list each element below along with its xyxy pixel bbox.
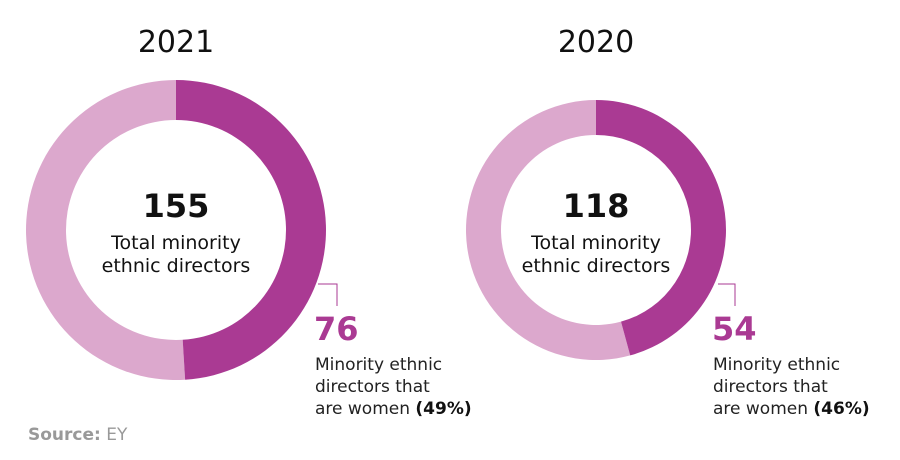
leader-line <box>718 283 736 306</box>
total-label-line: Total minority <box>110 232 241 254</box>
women-percent: (46%) <box>813 399 869 419</box>
women-label-line: directors that <box>713 377 828 397</box>
svg-text:are women (46%): are women (46%) <box>713 399 870 419</box>
total-value: 118 <box>563 187 630 225</box>
donut-2020: 2020 118 Total minority ethnic directors… <box>465 25 870 419</box>
women-label-line: Minority ethnic <box>713 355 840 375</box>
chart-title: 2021 <box>138 25 214 60</box>
donut-segment-rest <box>26 80 186 380</box>
total-label-line: ethnic directors <box>102 255 251 277</box>
donut-segment-women <box>176 80 327 380</box>
chart-title: 2020 <box>558 25 634 60</box>
leader-line <box>318 283 338 306</box>
total-label-line: Total minority <box>530 232 661 254</box>
women-label-line: directors that <box>315 377 430 397</box>
donut-segment-women <box>596 100 726 356</box>
women-percent: (49%) <box>415 399 471 419</box>
women-label-line: are women <box>713 399 808 419</box>
women-value: 76 <box>314 310 359 348</box>
women-label-line: are women <box>315 399 410 419</box>
women-label-line: Minority ethnic <box>315 355 442 375</box>
svg-text:Source: EY: Source: EY <box>28 425 128 445</box>
svg-text:are women (49%): are women (49%) <box>315 399 472 419</box>
women-value: 54 <box>712 310 757 348</box>
total-label-line: ethnic directors <box>522 255 671 277</box>
total-value: 155 <box>143 187 210 225</box>
source-label: Source: <box>28 425 101 445</box>
donut-2021: 2021 155 Total minority ethnic directors… <box>26 25 472 419</box>
donut-segment-rest <box>465 100 631 360</box>
source-value: EY <box>106 425 128 445</box>
